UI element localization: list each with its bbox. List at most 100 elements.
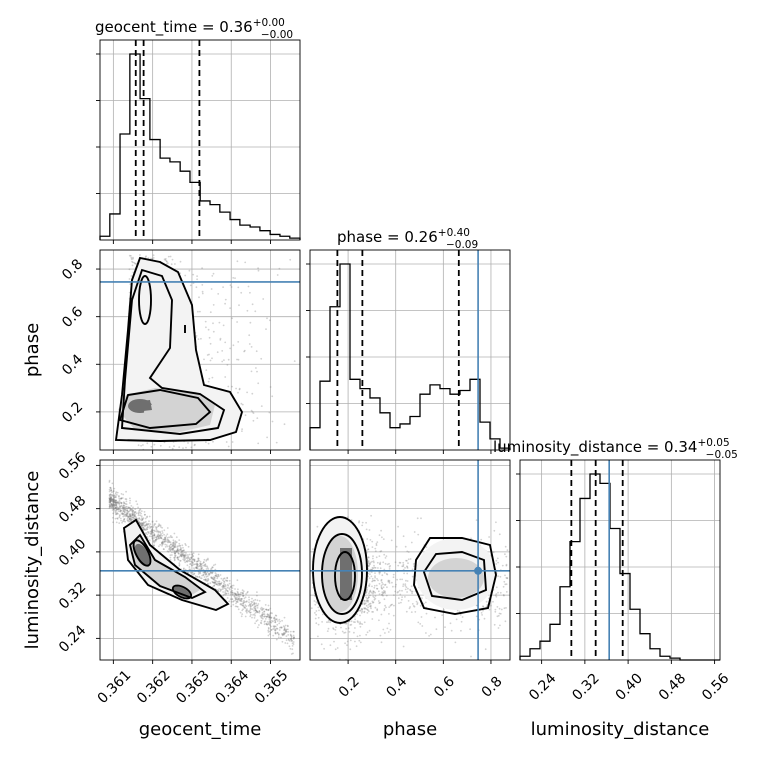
sample-point (152, 540, 155, 543)
sample-point (229, 593, 232, 596)
sample-point (181, 544, 184, 547)
sample-point (249, 604, 251, 606)
sample-point (153, 443, 156, 446)
sample-point (133, 514, 136, 517)
sample-point (459, 613, 462, 616)
sample-point (361, 521, 364, 524)
sample-point (235, 605, 238, 608)
sample-point (384, 604, 386, 607)
sample-point (252, 614, 255, 616)
sample-point (170, 263, 173, 266)
sample-point (117, 501, 119, 504)
sample-point (148, 535, 151, 538)
sample-point (158, 537, 160, 540)
sample-point (255, 610, 258, 613)
sample-point (208, 574, 211, 576)
sample-point (267, 626, 270, 629)
sample-point (155, 454, 157, 456)
sample-point (146, 524, 148, 527)
sample-point (159, 531, 162, 534)
sample-point (192, 562, 194, 564)
sample-point (223, 580, 225, 583)
sample-point (170, 543, 173, 546)
sample-point (384, 592, 387, 594)
sample-point (169, 554, 172, 557)
sample-point (199, 563, 202, 566)
sample-point (249, 603, 251, 605)
sample-point (280, 626, 282, 628)
sample-point (274, 620, 277, 622)
sample-point (232, 344, 235, 347)
sample-point (291, 645, 294, 647)
sample-point (407, 558, 410, 561)
sample-point (363, 600, 365, 602)
sample-point (372, 567, 375, 570)
sample-point (368, 529, 371, 531)
sample-point (268, 411, 271, 414)
sample-point (176, 556, 179, 559)
sample-point (261, 614, 264, 617)
sample-point (261, 608, 264, 611)
sample-point (379, 567, 382, 570)
sample-point (144, 524, 147, 527)
sample-point (496, 606, 499, 608)
sample-point (370, 514, 372, 517)
sample-point (396, 591, 399, 594)
sample-point (283, 632, 286, 635)
sample-point (151, 537, 154, 539)
sample-point (125, 490, 127, 493)
sample-point (110, 487, 112, 490)
sample-point (386, 586, 388, 589)
sample-point (190, 454, 192, 456)
sample-point (256, 604, 258, 607)
sample-point (359, 614, 361, 617)
sample-point (492, 551, 495, 554)
sample-point (186, 556, 188, 559)
sample-point (123, 511, 126, 514)
sample-point (217, 574, 220, 576)
sample-point (497, 591, 499, 594)
sample-point (223, 593, 226, 596)
sample-point (112, 499, 114, 502)
sample-point (385, 573, 388, 575)
sample-point (218, 321, 221, 324)
sample-point (168, 545, 171, 548)
sample-point (113, 507, 116, 510)
sample-point (171, 548, 174, 551)
sample-point (378, 602, 381, 604)
sample-point (124, 503, 127, 505)
sample-point (270, 617, 273, 619)
sample-point (370, 575, 373, 578)
sample-point (131, 264, 134, 267)
sample-point (217, 584, 220, 587)
sample-point (367, 601, 369, 603)
sample-point (480, 612, 483, 614)
sample-point (285, 630, 287, 632)
sample-point (225, 441, 228, 443)
sample-point (201, 284, 204, 286)
sample-point (381, 574, 384, 577)
sample-point (168, 547, 171, 550)
sample-point (134, 511, 136, 514)
sample-point (115, 499, 117, 502)
sample-point (177, 552, 180, 555)
sample-point (173, 546, 176, 548)
sample-point (269, 624, 271, 627)
sample-point (154, 526, 157, 528)
sample-point (255, 620, 258, 623)
sample-point (206, 582, 209, 585)
sample-point (205, 568, 208, 570)
sample-point (153, 534, 156, 537)
sample-point (114, 511, 117, 514)
sample-point (289, 258, 292, 261)
contour-inner (118, 389, 212, 429)
sample-point (404, 545, 407, 548)
sample-point (157, 536, 160, 539)
sample-point (253, 601, 256, 604)
sample-point (249, 607, 252, 610)
sample-point (150, 531, 153, 533)
sample-point (312, 548, 314, 550)
sample-point (402, 645, 405, 648)
sample-point (136, 503, 139, 506)
sample-point (388, 582, 391, 584)
